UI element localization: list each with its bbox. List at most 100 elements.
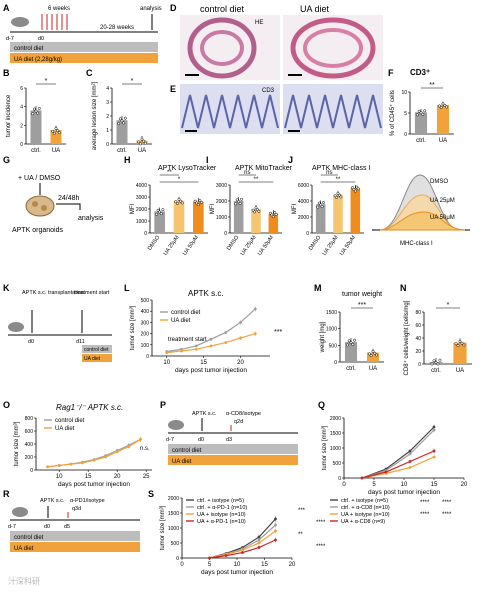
time-label-1: 6 weeks bbox=[48, 6, 70, 12]
panel-label-q: Q bbox=[318, 400, 325, 410]
data-point bbox=[271, 215, 275, 219]
bar bbox=[251, 209, 261, 233]
control-diet-bar bbox=[82, 345, 112, 353]
data-point bbox=[353, 189, 357, 193]
x-tick-label: UA 25μM bbox=[240, 234, 258, 256]
y-tick-label: 4000 bbox=[136, 183, 147, 189]
hist-legend-ua50: UA 50μM bbox=[430, 215, 455, 221]
legend-label: UA + α-CD8 (n=9) bbox=[341, 519, 385, 525]
bar bbox=[50, 130, 62, 144]
data-point bbox=[432, 425, 436, 429]
y-axis-label: MFI bbox=[292, 204, 298, 215]
x-tick-label: 20 bbox=[461, 482, 468, 488]
data-point bbox=[198, 199, 202, 203]
y-axis-label: MFI bbox=[130, 204, 136, 215]
x-tick-label: ctrl. bbox=[346, 366, 356, 372]
data-point bbox=[375, 353, 379, 357]
x-tick-label: UA bbox=[138, 148, 146, 154]
data-point bbox=[257, 541, 261, 545]
data-point bbox=[408, 466, 412, 469]
y-tick-label: 500 bbox=[333, 461, 342, 467]
day-label-d0: d0 bbox=[44, 524, 50, 530]
x-tick-label: UA bbox=[369, 366, 377, 372]
day-label-d7: d-7 bbox=[8, 524, 16, 530]
panel-label-j: J bbox=[288, 155, 293, 165]
chart-title-o: Rag1⁻/⁻ APTK s.c. bbox=[56, 403, 123, 412]
control-diet-bar-label: control diet bbox=[14, 535, 44, 541]
control-diet-title: control diet bbox=[200, 4, 245, 14]
data-point bbox=[120, 119, 124, 123]
y-tick-label: 40 bbox=[415, 336, 421, 342]
injection-arrows bbox=[41, 14, 68, 30]
data-point bbox=[195, 201, 199, 205]
hist-legend-ua25: UA 25μM bbox=[430, 198, 455, 204]
data-point bbox=[81, 461, 84, 465]
data-point bbox=[161, 208, 165, 212]
y-tick-label: 2000 bbox=[330, 416, 341, 422]
data-point bbox=[434, 361, 438, 365]
x-axis-label: days post tumor injection bbox=[58, 481, 130, 488]
data-point bbox=[458, 339, 462, 343]
panel-label-l: L bbox=[124, 283, 130, 293]
data-point bbox=[122, 121, 126, 125]
antibody-label: α-CD8/isotype bbox=[226, 411, 261, 417]
y-axis-label: tumor size [mm³] bbox=[160, 505, 166, 550]
control-diet-bar-label: control diet bbox=[172, 448, 202, 454]
panel-p: P APTK s.c. α-CD8/isotype q2d d-7 d0 d3 … bbox=[160, 400, 298, 465]
schedule-label: q2d bbox=[234, 419, 243, 425]
data-point bbox=[423, 109, 427, 113]
data-point bbox=[54, 127, 58, 131]
significance-label: **** bbox=[316, 520, 326, 526]
data-point bbox=[57, 464, 61, 467]
x-tick-label: 15 bbox=[85, 474, 92, 480]
x-tick-label: 0 bbox=[342, 482, 346, 488]
crypt-pattern bbox=[181, 94, 279, 129]
x-tick-label: 5 bbox=[208, 562, 212, 568]
x-tick-label: 25 bbox=[143, 474, 150, 480]
data-point bbox=[69, 462, 73, 466]
time-arrow bbox=[56, 203, 81, 210]
day-label-d7: d-7 bbox=[6, 36, 14, 42]
legend-label: ctrl. + isotype (n=5) bbox=[197, 498, 244, 504]
hist-ua50 bbox=[379, 211, 466, 231]
significance-label: ** bbox=[298, 532, 303, 538]
data-point bbox=[356, 187, 360, 191]
data-point bbox=[137, 140, 141, 144]
data-point bbox=[421, 112, 425, 116]
ua-diet-bar bbox=[82, 354, 112, 362]
day-label-d0: d0 bbox=[198, 437, 204, 443]
transplant-label: APTK s.c. transplantation bbox=[22, 290, 84, 296]
y-tick-label: 1000 bbox=[216, 215, 227, 221]
data-point bbox=[441, 102, 445, 106]
significance-label: n.s. bbox=[140, 446, 150, 452]
x-tick-label: DMSO bbox=[226, 234, 241, 252]
day-label-d11: d11 bbox=[76, 339, 85, 345]
y-tick-label: 100 bbox=[141, 343, 150, 349]
data-point bbox=[456, 344, 460, 348]
data-point bbox=[115, 450, 119, 454]
data-point bbox=[253, 332, 257, 335]
data-point bbox=[238, 201, 242, 205]
data-point bbox=[253, 307, 257, 311]
day-label-d0: d0 bbox=[28, 339, 34, 345]
y-tick-label: 1 bbox=[106, 128, 109, 134]
data-point bbox=[32, 107, 36, 111]
significance-label: **** bbox=[316, 544, 326, 550]
data-point bbox=[443, 104, 447, 107]
panel-label-f: F bbox=[388, 68, 394, 78]
ua-diet-bar bbox=[168, 455, 298, 465]
panel-label-n: N bbox=[400, 283, 407, 293]
data-point bbox=[339, 195, 343, 199]
y-tick-label: 0 bbox=[144, 231, 147, 237]
panel-label-k: K bbox=[3, 283, 10, 293]
scale-bar bbox=[185, 74, 199, 76]
data-point bbox=[353, 338, 357, 342]
significance-label: * bbox=[178, 177, 181, 183]
data-point bbox=[454, 342, 458, 346]
data-point bbox=[349, 341, 353, 345]
panel-label-e: E bbox=[170, 84, 176, 94]
x-tick-label: 10 bbox=[56, 474, 63, 480]
scale-bar bbox=[288, 130, 300, 132]
data-point bbox=[432, 449, 436, 453]
